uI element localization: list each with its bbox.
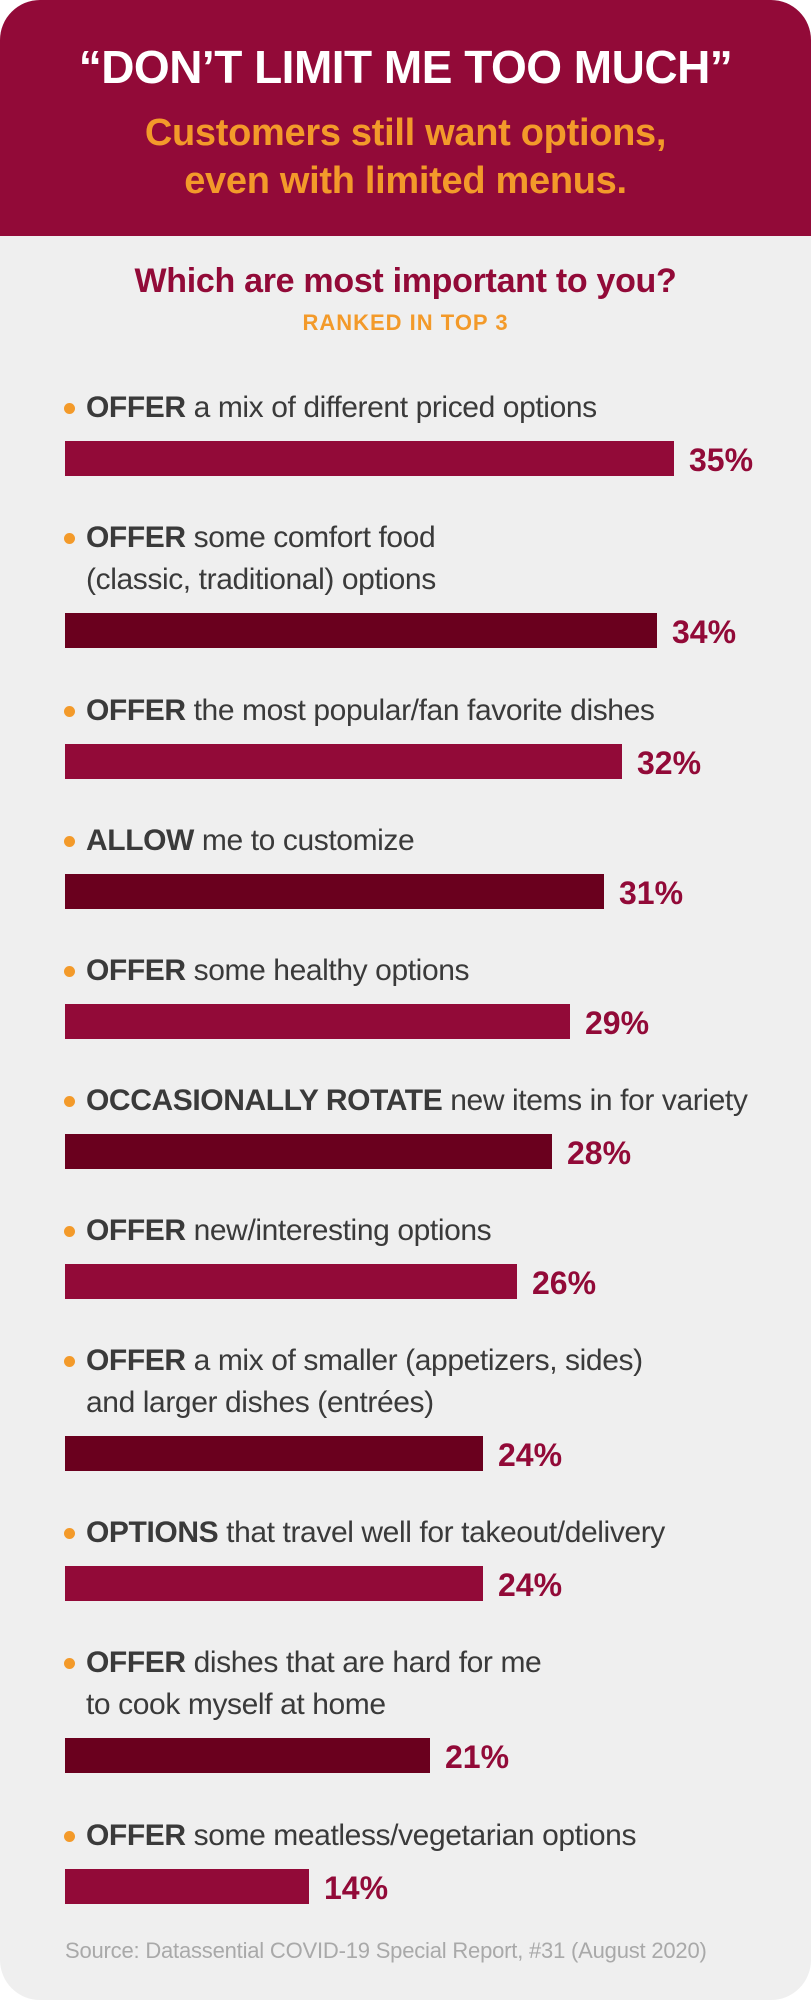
bar-label: OFFER some meatless/vegetarian options [86, 1819, 637, 1852]
bar-label-keyword: OFFER [86, 521, 186, 554]
bar-value-label: 29% [585, 1005, 650, 1041]
bar-label: OFFER dishes that are hard for me [86, 1646, 542, 1679]
subtitle-line-2: even with limited menus. [184, 160, 627, 202]
bar-value-label: 14% [324, 1870, 389, 1906]
bar-label-keyword: OPTIONS [86, 1516, 219, 1549]
bar-label: to cook myself at home [86, 1688, 386, 1721]
bullet-dot [64, 1356, 75, 1367]
bullet-dot [64, 1658, 75, 1669]
bullet-dot [64, 1831, 75, 1842]
bar-label: OFFER a mix of smaller (appetizers, side… [86, 1344, 643, 1377]
bullet-dot [64, 1226, 75, 1237]
bar-label: OFFER new/interesting options [86, 1214, 492, 1247]
bar [65, 874, 604, 909]
bar-label-keyword: ALLOW [86, 824, 194, 857]
bar [65, 441, 674, 476]
bar [65, 1738, 430, 1773]
bullet-dot [64, 533, 75, 544]
bar-label: OFFER the most popular/fan favorite dish… [86, 694, 655, 727]
bar-value-label: 21% [445, 1739, 510, 1775]
bar-label-keyword: OFFER [86, 1344, 186, 1377]
bar-label: OCCASIONALLY ROTATE new items in for var… [86, 1084, 748, 1117]
bar [65, 1566, 483, 1601]
subtitle-line-1: Customers still want options, [144, 112, 667, 154]
bar [65, 1264, 517, 1299]
bar [65, 1004, 570, 1039]
bar-label: ALLOW me to customize [86, 824, 415, 857]
bar-value-label: 31% [619, 875, 684, 911]
bar-label-keyword: OFFER [86, 1214, 186, 1247]
bar-label: and larger dishes (entrées) [86, 1386, 434, 1419]
bar-value-label: 32% [637, 745, 702, 781]
bar-label-keyword: OFFER [86, 391, 186, 424]
header-banner: “DON’T LIMIT ME TOO MUCH” Customers stil… [0, 0, 811, 236]
bar-label: OFFER some healthy options [86, 954, 470, 987]
bar-label: (classic, traditional) options [86, 563, 436, 596]
bar-value-label: 26% [532, 1265, 597, 1301]
bar [65, 1869, 309, 1904]
bullet-dot [64, 1528, 75, 1539]
bar-value-label: 24% [498, 1567, 563, 1603]
source-note: Source: Datassential COVID-19 Special Re… [65, 1938, 707, 1963]
bullet-dot [64, 706, 75, 717]
bar-label-keyword: OCCASIONALLY ROTATE [86, 1084, 443, 1117]
bar-value-label: 35% [689, 442, 754, 478]
bar-label: OFFER a mix of different priced options [86, 391, 597, 424]
bar-label-keyword: OFFER [86, 1646, 186, 1679]
bar-value-label: 28% [567, 1135, 632, 1171]
bullet-dot [64, 966, 75, 977]
bar-label: OPTIONS that travel well for takeout/del… [86, 1516, 665, 1549]
bar-label-keyword: OFFER [86, 1819, 186, 1852]
bar [65, 1134, 552, 1169]
bar-label-keyword: OFFER [86, 694, 186, 727]
chart-question: Which are most important to you? [134, 262, 677, 300]
bullet-dot [64, 403, 75, 414]
bar-label-keyword: OFFER [86, 954, 186, 987]
bullet-dot [64, 1096, 75, 1107]
bar [65, 613, 657, 648]
bar [65, 744, 622, 779]
bar [65, 1436, 483, 1471]
ranked-note: RANKED IN TOP 3 [302, 310, 509, 335]
bar-value-label: 34% [672, 614, 737, 650]
bullet-dot [64, 836, 75, 847]
bar-label: OFFER some comfort food [86, 521, 436, 554]
bar-value-label: 24% [498, 1437, 563, 1473]
page-title: “DON’T LIMIT ME TOO MUCH” [78, 41, 733, 93]
